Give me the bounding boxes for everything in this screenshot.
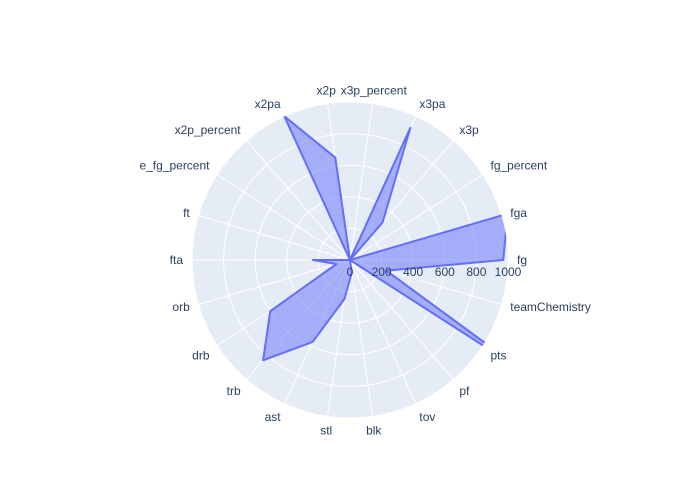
angular-axis-label: tov xyxy=(419,410,435,424)
angular-gridline xyxy=(246,140,351,261)
series-layer xyxy=(262,115,508,376)
angular-axis-label: fg xyxy=(517,253,527,267)
angular-axis-label: drb xyxy=(192,348,210,362)
series-area xyxy=(262,115,508,376)
angular-gridline xyxy=(216,174,351,261)
angular-gridline xyxy=(198,259,351,305)
radial-tick-label: 800 xyxy=(466,265,486,279)
angular-axis-label: teamChemistry xyxy=(510,300,591,314)
radial-tick-label: 1000 xyxy=(495,265,522,279)
angular-axis-labels: fg fga fg_percent x3p x3pa x3p_percent x2p x2pa… xyxy=(139,84,590,438)
angular-axis-label: x2pa xyxy=(255,97,281,111)
angular-axis-label: x2p_percent xyxy=(175,123,242,137)
radial-tick-labels: 0 200 400 600 800 1000 xyxy=(347,265,522,279)
angular-axis-label: trb xyxy=(227,384,241,398)
radial-tick-label: 600 xyxy=(435,265,455,279)
angular-axis-label: stl xyxy=(320,423,332,437)
angular-axis-label: e_fg_percent xyxy=(139,159,210,173)
angular-axis-label: blk xyxy=(366,423,382,437)
angular-gridline xyxy=(198,215,351,261)
angular-axis-label: fta xyxy=(170,253,184,267)
angular-axis-label: pts xyxy=(490,348,506,362)
angular-gridline xyxy=(349,103,373,261)
angular-axis-label: x3pa xyxy=(419,97,445,111)
angular-gridline xyxy=(349,259,417,404)
angular-axis-label: ast xyxy=(265,410,282,424)
angular-axis-label: fg_percent xyxy=(490,159,547,173)
angular-axis-label: pf xyxy=(459,384,470,398)
angular-gridline xyxy=(349,259,454,380)
angular-axis-label: x3p xyxy=(459,123,479,137)
radial-tick-label: 200 xyxy=(372,265,392,279)
angular-axis-label: x3p_percent xyxy=(341,84,408,98)
angular-axis-label: orb xyxy=(172,300,190,314)
angular-axis-label: fga xyxy=(510,206,527,220)
angular-axis-label: ft xyxy=(183,206,190,220)
angular-gridline xyxy=(349,174,484,261)
angular-gridline xyxy=(349,259,373,417)
radial-tick-label: 400 xyxy=(403,265,423,279)
angular-axis-label: x2p xyxy=(317,84,337,98)
radial-tick-label: 0 xyxy=(347,265,354,279)
